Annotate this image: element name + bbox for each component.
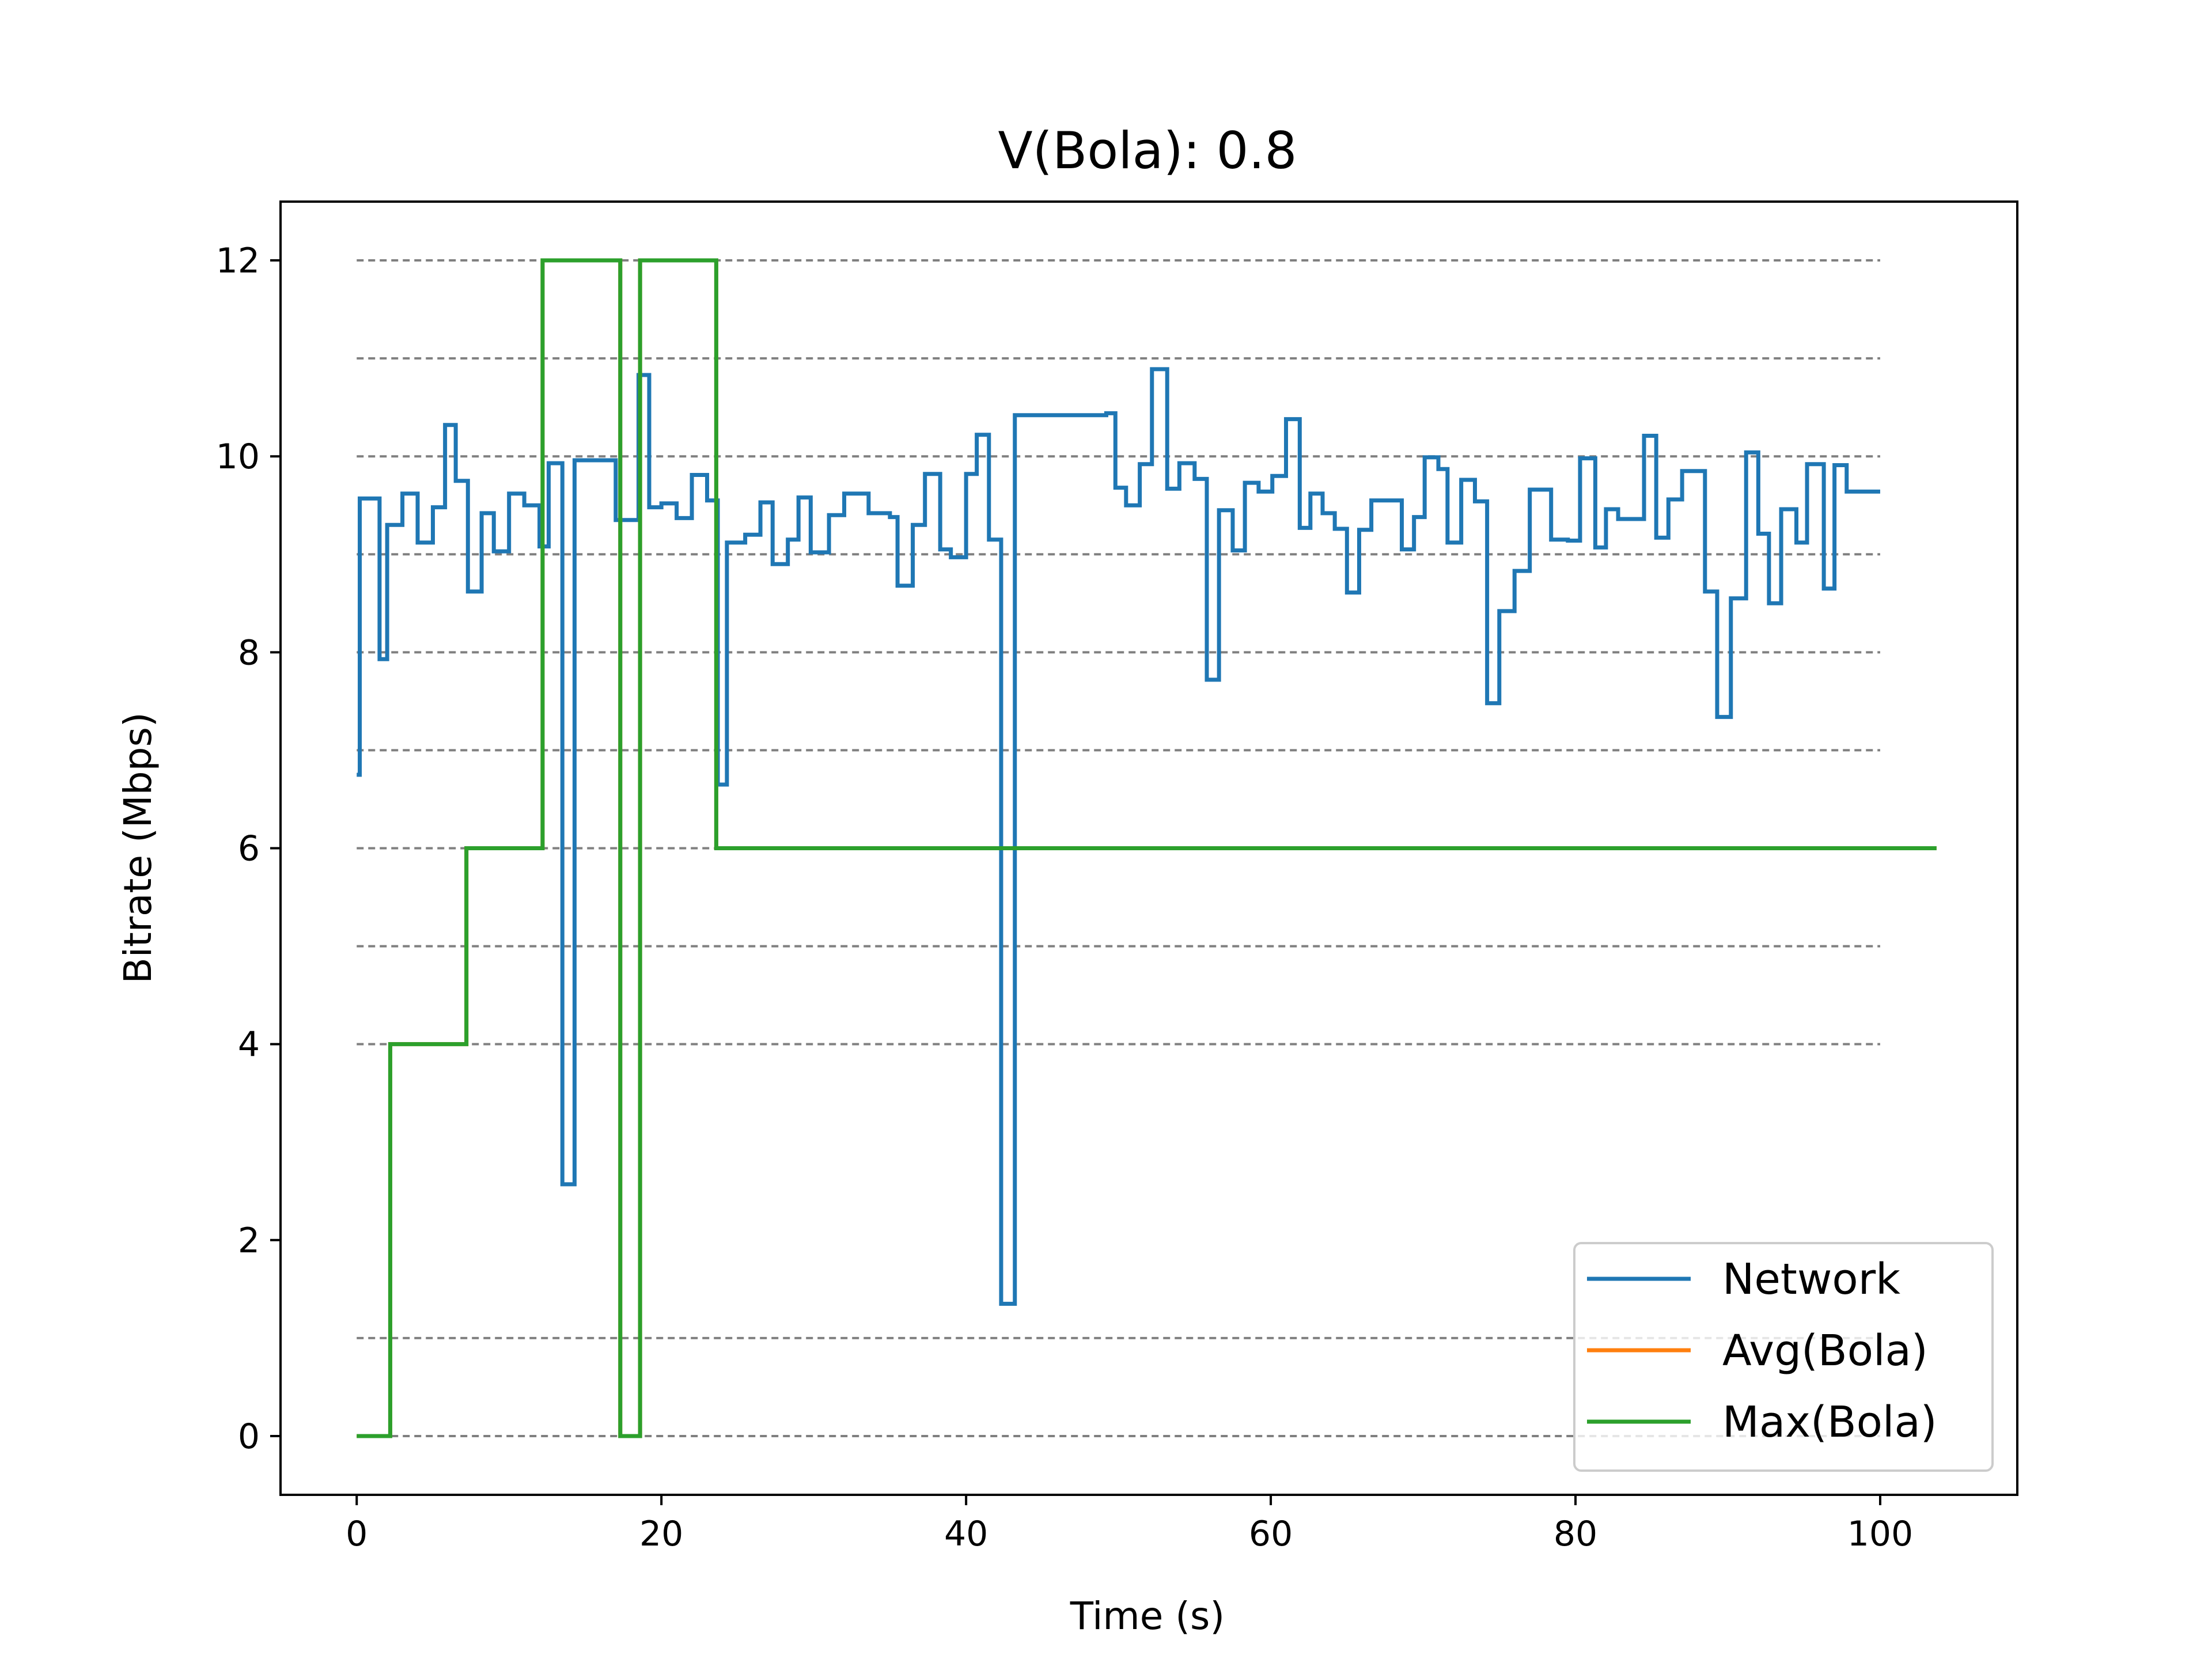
y-tick-label: 12	[216, 241, 260, 281]
x-axis-label: Time (s)	[1070, 1594, 1225, 1638]
x-tick-label: 100	[1847, 1514, 1914, 1554]
series-line-max-bola	[357, 258, 1937, 1438]
legend-box	[1573, 1242, 1994, 1472]
x-tick-label: 40	[944, 1514, 988, 1554]
y-tick-label: 8	[238, 632, 260, 673]
x-tick-label: 60	[1249, 1514, 1293, 1554]
y-axis: 0 2 4 6 8 10 12	[216, 241, 281, 1457]
x-tick-label: 80	[1554, 1514, 1597, 1554]
reference-lines	[357, 259, 1880, 1437]
x-tick-label: 0	[346, 1514, 368, 1554]
chart-title: V(Bola): 0.8	[998, 121, 1297, 180]
series-layer	[357, 258, 1937, 1438]
y-tick-label: 6	[238, 829, 260, 869]
series-line-network	[357, 367, 1880, 1306]
legend-label: Network	[1722, 1255, 1900, 1304]
legend: Network Avg(Bola) Max(Bola)	[1573, 1242, 1994, 1472]
y-tick-label: 4	[238, 1025, 260, 1065]
legend-label: Avg(Bola)	[1722, 1326, 1928, 1376]
y-tick-label: 2	[238, 1221, 260, 1261]
y-tick-label: 10	[216, 437, 260, 477]
y-axis-label: Bitrate (Mbps)	[116, 712, 160, 983]
x-tick-label: 20	[639, 1514, 683, 1554]
y-tick-label: 0	[238, 1416, 260, 1457]
x-axis: 0 20 40 60 80 100	[346, 1495, 1913, 1554]
legend-label: Max(Bola)	[1722, 1397, 1937, 1447]
